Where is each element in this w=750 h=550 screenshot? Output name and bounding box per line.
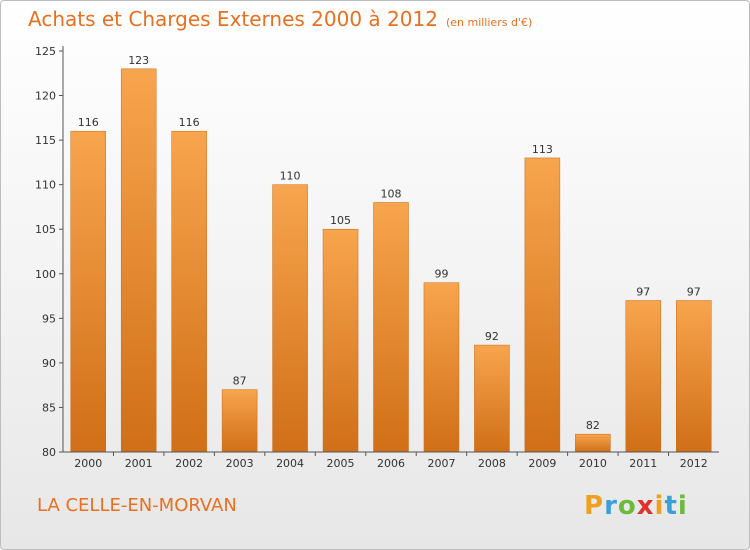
x-tick-label-2004: 2004 [276,457,304,470]
x-tick-label-2006: 2006 [377,457,405,470]
logo-letter: i [654,491,665,521]
data-label-2004: 110 [280,170,301,183]
data-label-2011: 97 [636,286,650,299]
logo-letter: x [636,491,655,521]
bar-2001 [120,68,157,453]
chart-title-text: Achats et Charges Externes 2000 à 2012 [28,7,438,31]
bar-2009 [524,157,561,453]
data-label-2009: 113 [532,143,553,156]
y-tick-label-100: 100 [35,268,56,281]
chart-title: Achats et Charges Externes 2000 à 2012 (e… [28,7,532,31]
x-tick-label-2007: 2007 [427,457,455,470]
bar-2012 [676,300,712,453]
bar-2008 [474,344,510,453]
proxiti-logo: Proxiti [584,491,688,521]
data-label-2008: 92 [485,330,499,343]
logo-letter: P [584,491,605,521]
x-tick-label-2008: 2008 [478,457,506,470]
y-tick-label-125: 125 [35,45,56,58]
x-tick-label-2003: 2003 [226,457,254,470]
x-tick-label-2012: 2012 [680,457,708,470]
bar-2010 [575,433,611,453]
y-tick-label-110: 110 [35,179,56,192]
x-tick-label-2010: 2010 [579,457,607,470]
data-label-2012: 97 [687,286,701,299]
bar-2011 [625,300,662,453]
bar-2005 [322,228,359,453]
bar-2007 [423,282,460,453]
x-tick-label-2005: 2005 [327,457,355,470]
bar-2000 [70,130,106,453]
data-label-2010: 82 [586,419,600,432]
bar-2003 [221,389,258,453]
data-label-2003: 87 [233,375,247,388]
y-tick-label-80: 80 [42,446,56,459]
x-tick-label-2009: 2009 [528,457,556,470]
y-tick-label-95: 95 [42,312,56,325]
axes-group: 2000 2001 2002 2003 2004 2005 2006 2007 2008 2009… [35,45,719,470]
x-tick-label-2001: 2001 [125,457,153,470]
y-tick-label-90: 90 [42,357,56,370]
data-label-2005: 105 [330,214,351,227]
x-tick-label-2002: 2002 [175,457,203,470]
logo-letter: t [664,491,678,521]
data-label-2006: 108 [381,187,402,200]
data-label-2002: 116 [179,116,200,129]
bars-group: 116 123 116 87 110 105 108 99 92 113 82 97 97 [70,54,712,453]
bar-2006 [373,202,409,453]
data-label-2007: 99 [434,268,448,281]
x-tick-label-2000: 2000 [74,457,102,470]
data-label-2001: 123 [128,54,149,67]
x-tick-label-2011: 2011 [629,457,657,470]
y-tick-label-85: 85 [42,401,56,414]
data-label-2000: 116 [78,116,99,129]
logo-letter: i [677,491,688,521]
bar-2004 [272,184,308,453]
y-tick-label-105: 105 [35,223,56,236]
logo-letter: o [617,491,637,521]
y-tick-label-115: 115 [35,134,56,147]
commune-name: LA CELLE-EN-MORVAN [37,495,237,516]
y-tick-label-120: 120 [35,90,56,103]
chart-subtitle: (en milliers d'€) [445,16,533,29]
bar-2002 [171,130,207,453]
logo-letter: r [604,491,618,521]
